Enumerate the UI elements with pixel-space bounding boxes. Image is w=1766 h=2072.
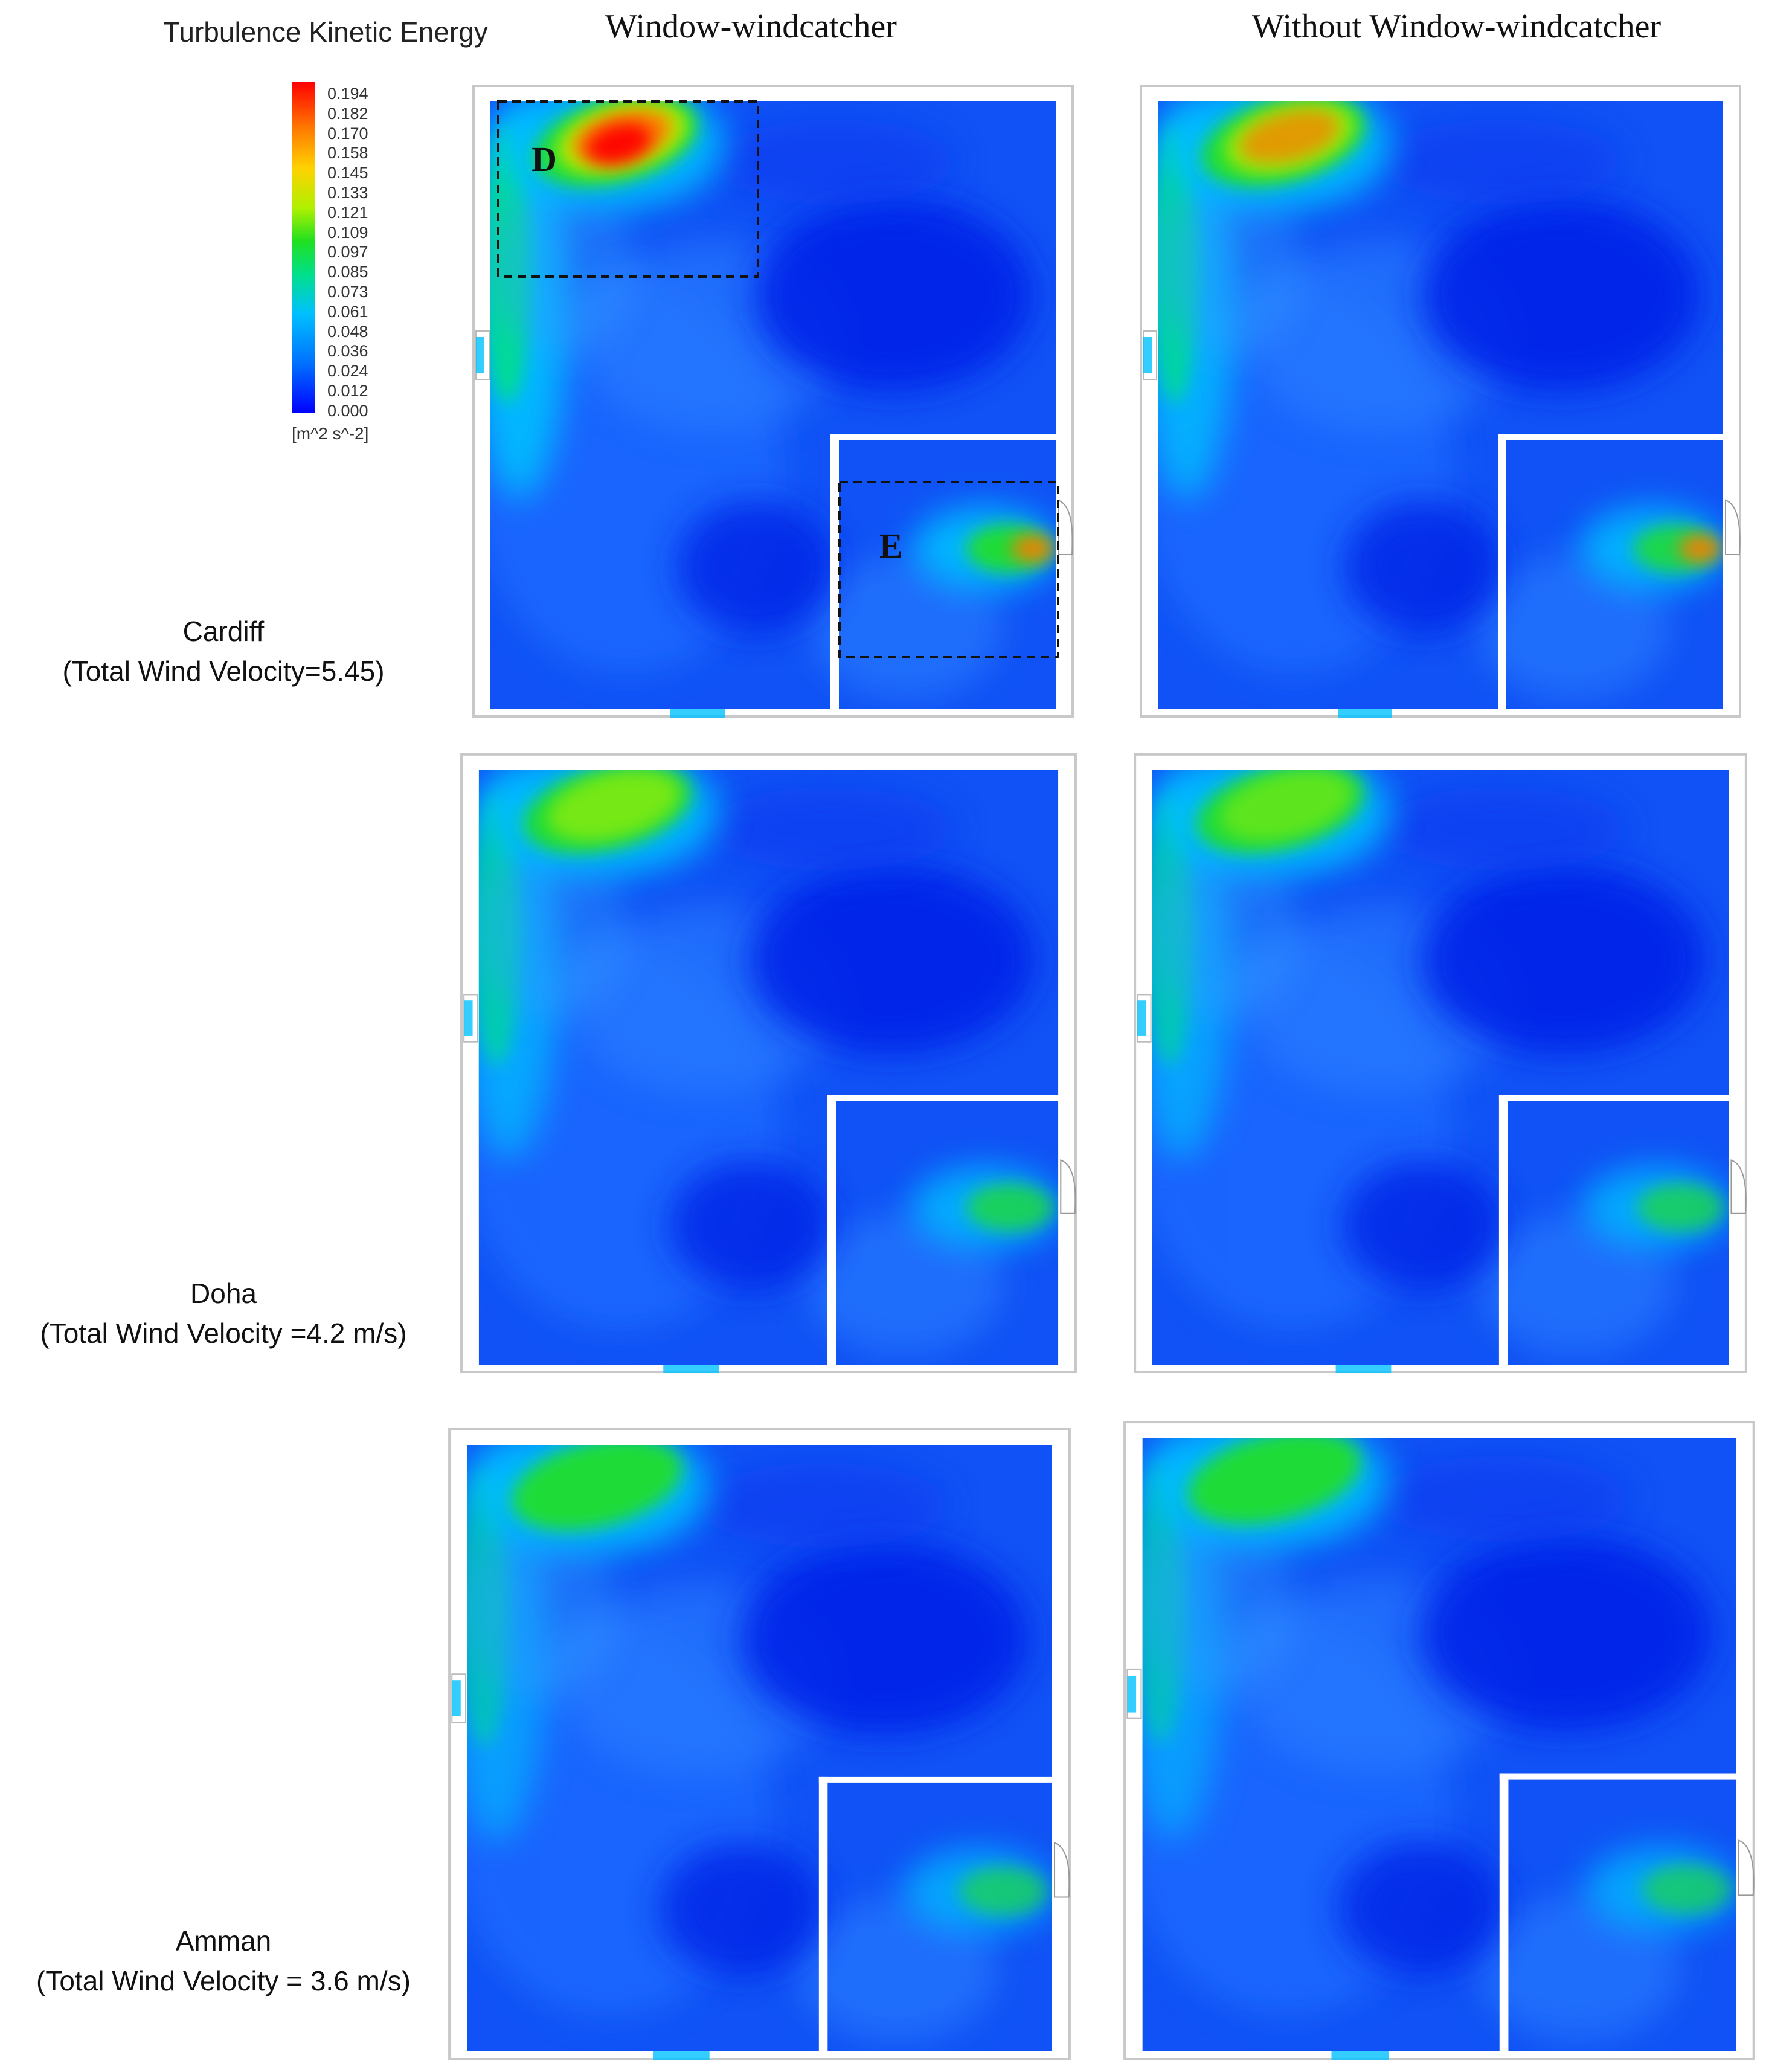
colorbar-tick-label: 0.097 (327, 243, 368, 262)
colorbar-tick-label: 0.085 (327, 263, 368, 282)
colorbar-tick-label: 0.121 (327, 203, 368, 222)
colorbar-tick-label: 0.109 (327, 223, 368, 242)
colorbar-tick-label: 0.158 (327, 144, 368, 162)
contour-cardiff-without (1140, 85, 1741, 718)
row-velocity: (Total Wind Velocity =4.2 m/s) (40, 1318, 407, 1349)
contour-amman-without (1123, 1421, 1755, 2060)
colorbar-tick-label: 0.145 (327, 164, 368, 182)
row-velocity: (Total Wind Velocity=5.45) (62, 655, 385, 687)
colorbar-tick-label: 0.036 (327, 342, 368, 361)
contour-doha-without (1134, 753, 1747, 1374)
colorbar (292, 82, 315, 413)
svg-text:E: E (879, 526, 903, 565)
colorbar-tick-label: 0.194 (327, 85, 368, 103)
contour-cardiff-with: DE (472, 85, 1074, 718)
colorbar-tick-label: 0.170 (327, 124, 368, 143)
colorbar-tick-label: 0.048 (327, 322, 368, 341)
column-title-with: Window-windcatcher (605, 8, 897, 45)
row-velocity: (Total Wind Velocity = 3.6 m/s) (36, 1965, 411, 1996)
row-city: Amman (175, 1925, 272, 1957)
colorbar-units: [m^2 s^-2] (292, 424, 369, 443)
colorbar-tick-label: 0.133 (327, 184, 368, 202)
row-label-cardiff: Cardiff (Total Wind Velocity=5.45) (18, 611, 429, 691)
colorbar-tick-label: 0.000 (327, 401, 368, 420)
row-label-doha: Doha (Total Wind Velocity =4.2 m/s) (18, 1273, 429, 1353)
colorbar-tick-label: 0.012 (327, 382, 368, 400)
row-label-amman: Amman (Total Wind Velocity = 3.6 m/s) (12, 1921, 435, 2001)
row-city: Cardiff (182, 616, 265, 647)
svg-text:D: D (531, 140, 557, 179)
contour-doha-with (460, 753, 1077, 1374)
contour-amman-with (448, 1427, 1071, 2061)
colorbar-tick-label: 0.061 (327, 302, 368, 321)
row-city: Doha (190, 1278, 257, 1309)
legend-title: Turbulence Kinetic Energy (163, 16, 488, 48)
colorbar-tick-label: 0.073 (327, 283, 368, 301)
colorbar-tick-label: 0.024 (327, 362, 368, 381)
colorbar-tick-label: 0.182 (327, 104, 368, 123)
column-title-without: Without Window-windcatcher (1252, 8, 1662, 45)
